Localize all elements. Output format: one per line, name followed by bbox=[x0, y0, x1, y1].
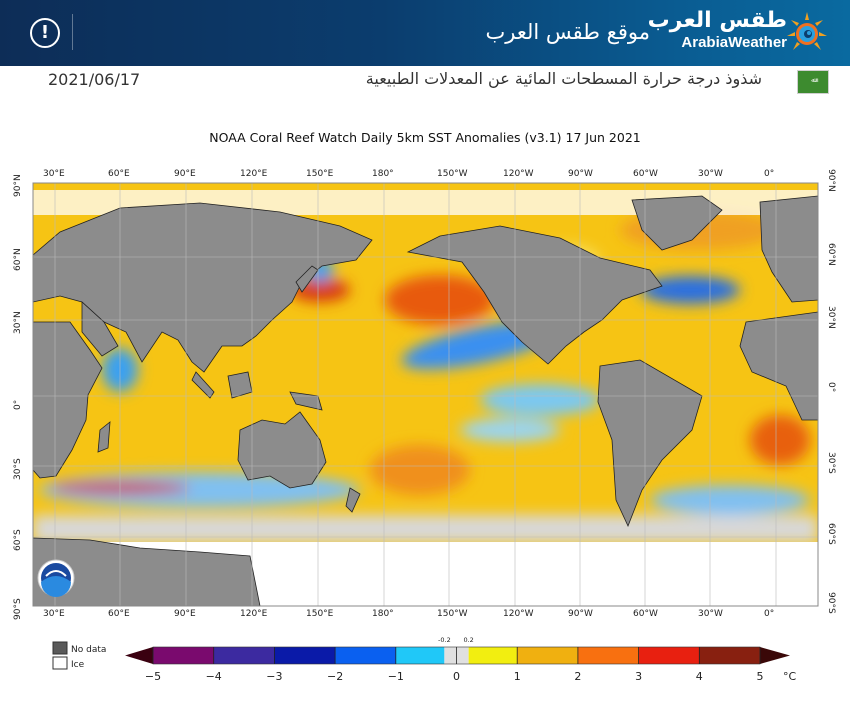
colorbar-segment bbox=[638, 647, 700, 664]
svg-text:No data: No data bbox=[71, 645, 106, 655]
land-new-zealand bbox=[345, 487, 361, 513]
colorbar-segment bbox=[699, 647, 760, 664]
graticule bbox=[33, 183, 818, 606]
x-tick-label: 60°W bbox=[633, 609, 658, 619]
saudi-flag-icon[interactable]: ﷲ bbox=[797, 70, 829, 94]
page-subtitle: شذوذ درجة حرارة المسطحات المائية عن المع… bbox=[365, 69, 762, 88]
x-tick-label: 60°W bbox=[633, 169, 658, 179]
colorbar: −5 −4 −3 −2 −1 0 1 2 3 4 5 -0.2 0.2 °C bbox=[125, 636, 797, 683]
colorbar-tick-label: −2 bbox=[327, 670, 343, 683]
x-tick-label: 90°W bbox=[568, 609, 593, 619]
colorbar-low-arrow bbox=[125, 647, 153, 664]
x-tick-label: 120°E bbox=[240, 169, 268, 179]
land-africa-west bbox=[739, 311, 818, 421]
x-tick-label: 90°E bbox=[174, 169, 196, 179]
x-tick-label: 0° bbox=[764, 169, 775, 179]
date-label: 2021/06/17 bbox=[48, 70, 141, 89]
colorbar-unit: °C bbox=[783, 670, 797, 683]
legend-no-data: No data bbox=[52, 641, 106, 655]
divider bbox=[72, 14, 73, 50]
noaa-logo-icon bbox=[37, 559, 75, 597]
land-europe bbox=[759, 195, 818, 303]
colorbar-tick-label: 3 bbox=[635, 670, 642, 683]
land-arabia bbox=[81, 301, 119, 357]
colorbar-tick-label: −1 bbox=[388, 670, 404, 683]
x-tick-label: 30°E bbox=[43, 609, 65, 619]
x-tick-label: 180° bbox=[372, 609, 394, 619]
land-new-guinea bbox=[289, 391, 323, 411]
land-greenland bbox=[631, 195, 723, 251]
x-tick-label: 60°E bbox=[108, 609, 130, 619]
map-frame bbox=[32, 182, 819, 607]
site-name[interactable]: موقع طقس العرب bbox=[485, 20, 651, 44]
colorbar-segment bbox=[335, 647, 396, 664]
land-sumatra bbox=[191, 371, 215, 399]
colorbar-tick-label: 5 bbox=[757, 670, 764, 683]
x-tick-label: 120°W bbox=[503, 609, 534, 619]
app-header: ! موقع طقس العرب طقس العرب ArabiaWeather bbox=[0, 0, 850, 66]
colorbar-tick-label: 2 bbox=[574, 670, 581, 683]
colorbar-segment bbox=[274, 647, 336, 664]
svg-text:Ice: Ice bbox=[71, 660, 85, 670]
colorbar-tick-label: 0 bbox=[453, 670, 460, 683]
x-tick-label: 30°E bbox=[43, 169, 65, 179]
land-masses bbox=[33, 195, 818, 606]
colorbar-tick-label: 1 bbox=[514, 670, 521, 683]
logo-english[interactable]: ArabiaWeather bbox=[681, 34, 787, 51]
land-africa-east bbox=[33, 321, 103, 479]
chart-title: NOAA Coral Reef Watch Daily 5km SST Anom… bbox=[209, 130, 641, 145]
x-tick-label: 150°E bbox=[306, 609, 334, 619]
colorbar-tick-label: −5 bbox=[145, 670, 161, 683]
x-tick-label: 30°W bbox=[698, 169, 723, 179]
exclamation-circle-icon[interactable]: ! bbox=[30, 18, 60, 48]
colorbar-tick-label: 4 bbox=[696, 670, 703, 683]
land-australia bbox=[237, 411, 327, 489]
x-tick-label: 150°E bbox=[306, 169, 334, 179]
colorbar-segment bbox=[517, 647, 578, 664]
x-tick-label: 120°W bbox=[503, 169, 534, 179]
colorbar-segment bbox=[395, 647, 445, 664]
colorbar-minor-label: -0.2 bbox=[438, 636, 451, 644]
sun-logo-icon bbox=[787, 12, 827, 50]
x-tick-label: 0° bbox=[764, 609, 775, 619]
x-tick-label: 90°E bbox=[174, 609, 196, 619]
colorbar-tick-label: −4 bbox=[206, 670, 222, 683]
x-tick-label: 150°W bbox=[437, 609, 468, 619]
colorbar-segment bbox=[153, 647, 214, 664]
logo-arabic[interactable]: طقس العرب bbox=[647, 8, 787, 33]
colorbar-segment bbox=[468, 647, 518, 664]
legend-ice: Ice bbox=[52, 656, 85, 670]
x-tick-label: 150°W bbox=[437, 169, 468, 179]
land-antarctica bbox=[33, 537, 261, 606]
colorbar-high-arrow bbox=[760, 647, 790, 664]
x-tick-label: 30°W bbox=[698, 609, 723, 619]
land-madagascar bbox=[97, 421, 111, 453]
colorbar-segment bbox=[213, 647, 275, 664]
x-tick-label: 180° bbox=[372, 169, 394, 179]
x-tick-label: 60°E bbox=[108, 169, 130, 179]
land-south-america bbox=[597, 359, 703, 528]
colorbar-segment bbox=[577, 647, 639, 664]
colorbar-tick-label: −3 bbox=[266, 670, 282, 683]
x-tick-label: 90°W bbox=[568, 169, 593, 179]
land-eurasia bbox=[33, 202, 373, 373]
x-tick-label: 120°E bbox=[240, 609, 268, 619]
colorbar-minor-label: 0.2 bbox=[463, 636, 473, 644]
